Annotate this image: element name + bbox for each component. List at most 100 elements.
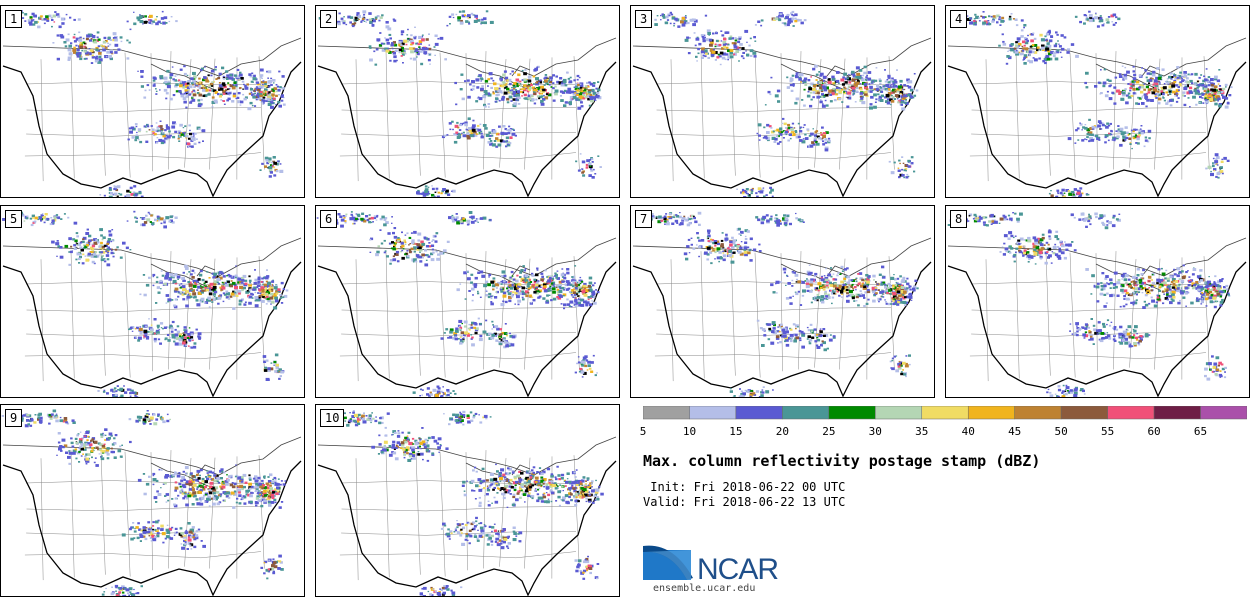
member-number: 10 [320,409,345,427]
state-boundary [341,107,577,113]
state-boundary [26,531,262,536]
ncar-logo: NCAR [643,545,779,584]
state-boundary [341,506,577,512]
state-boundary [700,51,705,179]
member-number: 9 [5,409,23,427]
state-boundary [209,58,216,170]
state-boundary [780,53,783,172]
state-boundary [656,307,892,313]
national-border [2,37,302,77]
state-boundary [670,259,674,382]
coastline [317,61,617,197]
colorbar-segment [921,406,969,420]
state-boundary [654,352,892,360]
map [947,10,1247,197]
state-boundary [1203,56,1210,170]
state-boundary [124,52,131,178]
colorbar-segment [643,406,690,420]
state-boundary [124,451,131,577]
state-boundary [798,251,802,370]
member-number: 3 [635,10,653,28]
postage-stamp-panel: 1 [0,5,305,198]
state-boundary [40,458,44,581]
state-boundary [465,53,468,172]
state-boundary [670,59,674,182]
state-boundary [415,53,421,176]
colorbar-tick-label: 30 [868,425,882,438]
member-number: 1 [5,10,23,28]
state-boundary [1015,51,1020,179]
state-boundary [100,53,106,176]
state-boundary [839,258,846,370]
state-boundary [168,51,172,170]
state-boundary [730,253,736,376]
map [947,212,1247,397]
postage-stamp-panel: 10 [315,404,620,597]
colorbar-tick-label: 15 [729,425,743,438]
great-lakes [1095,63,1161,91]
state-boundary [439,252,446,378]
colorbar-tick-label: 10 [682,425,697,438]
state-boundary [339,152,577,160]
state-boundary [888,256,895,370]
colorbar-tick-label: 40 [961,425,975,438]
state-boundary [969,352,1207,360]
state-boundary [1095,253,1098,372]
reflectivity-echoes [947,212,1231,397]
national-border [317,237,617,277]
coastline [2,61,302,197]
national-border [317,436,617,476]
state-boundary [26,81,262,85]
map [316,211,617,397]
member-number: 2 [320,10,338,28]
colorbar-segment [828,406,876,420]
state-boundary [100,452,106,575]
map-title: Max. column reflectivity postage stamp (… [643,452,1041,470]
colorbar-segment [1107,406,1155,420]
reflectivity-echoes [638,211,919,397]
state-boundary [1113,251,1117,370]
colorbar-segment [1060,406,1108,420]
state-boundary [754,52,761,178]
state-boundary [415,253,421,376]
state-boundary [971,132,1207,137]
state-boundary [385,51,390,179]
state-boundary [1113,51,1117,170]
coastline [317,460,617,596]
national-border [947,237,1247,277]
state-boundary [258,56,265,170]
national-border [317,37,617,77]
map [2,210,302,397]
state-boundary [524,457,531,569]
coastline [947,61,1247,197]
coastline [947,261,1247,397]
state-boundary [798,51,802,170]
state-boundary [341,81,577,85]
state-boundary [258,455,265,569]
state-boundary [184,59,192,168]
state-boundary [483,450,487,569]
postage-stamp-panel: 7 [630,205,935,398]
state-boundary [168,450,172,569]
state-boundary [341,281,577,285]
state-boundary [1045,53,1051,176]
state-boundary [656,107,892,113]
national-border [2,436,302,476]
state-boundary [355,259,359,382]
colorbar-tick-label: 50 [1054,425,1068,438]
coastline [317,261,617,397]
national-border [632,237,932,277]
national-border [947,37,1247,77]
postage-stamp-panel: 8 [945,205,1250,398]
state-boundary [339,352,577,360]
map [317,410,617,596]
state-boundary [700,251,705,379]
state-boundary [573,56,580,170]
state-boundary [439,451,446,577]
state-boundary [355,458,359,581]
state-boundary [40,259,44,382]
state-boundary [656,81,892,85]
reflectivity-echoes [316,211,600,397]
state-boundary [656,332,892,337]
state-boundary [26,107,262,113]
